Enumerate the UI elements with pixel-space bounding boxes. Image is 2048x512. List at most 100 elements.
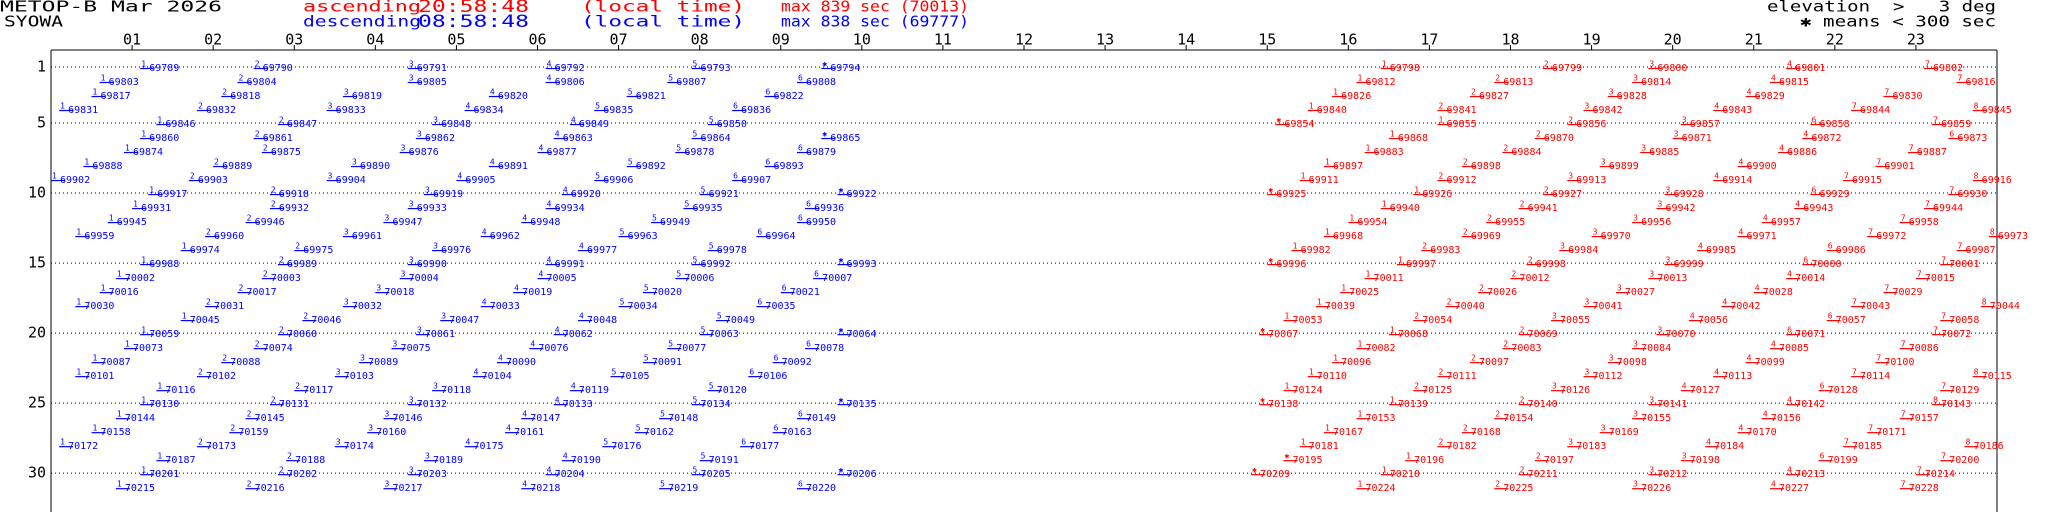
orbit-number: 70182 — [1447, 441, 1477, 452]
orbit-number: 70027 — [1625, 287, 1655, 298]
orbit-number: 69855 — [1447, 119, 1477, 130]
orbit-number: 69871 — [1682, 133, 1712, 144]
orbit-number: 70089 — [368, 357, 398, 368]
pass-index: 2 — [279, 326, 284, 335]
orbit-number: 69988 — [149, 259, 179, 270]
pass-index: ✱ — [839, 396, 844, 405]
orbit-number: 69813 — [1503, 77, 1533, 88]
pass-index: 2 — [206, 298, 211, 307]
pass-index: 7 — [1884, 284, 1889, 293]
pass-index: ✱ — [1268, 186, 1273, 195]
pass-index: 2 — [1503, 144, 1508, 153]
pass-index: 1 — [1398, 256, 1403, 265]
pass-index: 1 — [60, 438, 65, 447]
pass-index: 1 — [157, 382, 162, 391]
orbit-number: 70111 — [1447, 371, 1477, 382]
orbit-number: 70203 — [417, 469, 447, 480]
x-tick-label: 11 — [934, 31, 952, 49]
pass-index: 7 — [1941, 312, 1946, 321]
orbit-number: 70159 — [238, 427, 268, 438]
orbit-number: 69899 — [1609, 161, 1639, 172]
pass-index: ✱ — [1276, 116, 1281, 125]
orbit-number: 69883 — [1374, 147, 1404, 158]
orbit-number: 69985 — [1706, 245, 1736, 256]
descending-header: descending 08:58:48 (local time) max 838… — [303, 12, 969, 32]
pass-index: 1 — [1414, 186, 1419, 195]
pass-index: 4 — [547, 60, 552, 69]
orbit-number: 70217 — [392, 483, 422, 494]
orbit-number: 70146 — [392, 413, 422, 424]
orbit-number: 70025 — [1349, 287, 1379, 298]
pass-index: 2 — [1536, 452, 1541, 461]
orbit-number: 70071 — [1795, 329, 1825, 340]
orbit-number: 69884 — [1511, 147, 1541, 158]
orbit-number: 69933 — [417, 203, 447, 214]
pass-index: 6 — [774, 354, 779, 363]
x-tick-label: 10 — [853, 31, 871, 49]
pass-index: 4 — [1714, 102, 1719, 111]
pass-index: 1 — [141, 466, 146, 475]
pass-index: 5 — [684, 200, 689, 209]
pass-index: 3 — [409, 200, 414, 209]
pass-index: 2 — [1495, 410, 1500, 419]
orbit-number: 69906 — [603, 175, 633, 186]
x-tick-label: 09 — [772, 31, 790, 49]
orbit-number: 69934 — [555, 203, 585, 214]
orbit-number: 70200 — [1949, 455, 1979, 466]
pass-index: 1 — [1301, 172, 1306, 181]
orbit-number: 70224 — [1365, 483, 1395, 494]
orbit-number: 69815 — [1779, 77, 1809, 88]
pass-index: 1 — [141, 396, 146, 405]
pass-index: 3 — [360, 354, 365, 363]
pass-index: 8 — [1974, 368, 1979, 377]
pass-index: 4 — [490, 158, 495, 167]
orbit-number: 70117 — [303, 385, 333, 396]
orbit-number: 69832 — [206, 105, 236, 116]
orbit-number: 70006 — [684, 273, 714, 284]
pass-index: 3 — [1649, 60, 1654, 69]
orbit-number: 69982 — [1301, 245, 1331, 256]
pass-index: 3 — [417, 130, 422, 139]
orbit-number: 70225 — [1503, 483, 1533, 494]
orbit-number: 69976 — [441, 245, 471, 256]
pass-index: 1 — [1390, 396, 1395, 405]
orbit-number: 70212 — [1657, 469, 1687, 480]
orbit-number: 70184 — [1714, 441, 1744, 452]
y-tick-label: 30 — [28, 464, 46, 482]
pass-index: 7 — [1844, 438, 1849, 447]
pass-index: 4 — [555, 326, 560, 335]
orbit-number: 70067 — [1268, 329, 1298, 340]
orbit-number: 70073 — [133, 343, 163, 354]
orbit-number: 70196 — [1414, 455, 1444, 466]
x-tick-label: 01 — [123, 31, 141, 49]
orbit-number: 70125 — [1422, 385, 1452, 396]
pass-index: 4 — [1698, 242, 1703, 251]
orbit-number: 69919 — [433, 189, 463, 200]
pass-index: 1 — [1333, 88, 1338, 97]
pass-index: 1 — [1333, 354, 1338, 363]
pass-index: 5 — [628, 158, 633, 167]
orbit-number: 70057 — [1836, 315, 1866, 326]
pass-index: 4 — [522, 410, 527, 419]
orbit-number: 70043 — [1860, 301, 1890, 312]
orbit-number: 69917 — [157, 189, 187, 200]
orbit-number: 70021 — [790, 287, 820, 298]
orbit-number: 69860 — [149, 133, 179, 144]
orbit-number: 70134 — [701, 399, 731, 410]
pass-index: 1 — [157, 116, 162, 125]
orbit-number: 70139 — [1398, 399, 1428, 410]
orbit-number: 69936 — [814, 203, 844, 214]
orbit-number: 69912 — [1447, 175, 1477, 186]
pass-index: 2 — [295, 382, 300, 391]
pass-index: 5 — [668, 340, 673, 349]
pass-index: 3 — [1584, 102, 1589, 111]
orbit-number: 70183 — [1576, 441, 1606, 452]
pass-index: 3 — [1657, 200, 1662, 209]
orbit-number: 70156 — [1771, 413, 1801, 424]
pass-index: 6 — [798, 480, 803, 489]
pass-index: 7 — [1876, 354, 1881, 363]
pass-index: 4 — [571, 382, 576, 391]
x-tick-label: 05 — [447, 31, 465, 49]
pass-index: 2 — [279, 466, 284, 475]
pass-index: 4 — [1771, 74, 1776, 83]
